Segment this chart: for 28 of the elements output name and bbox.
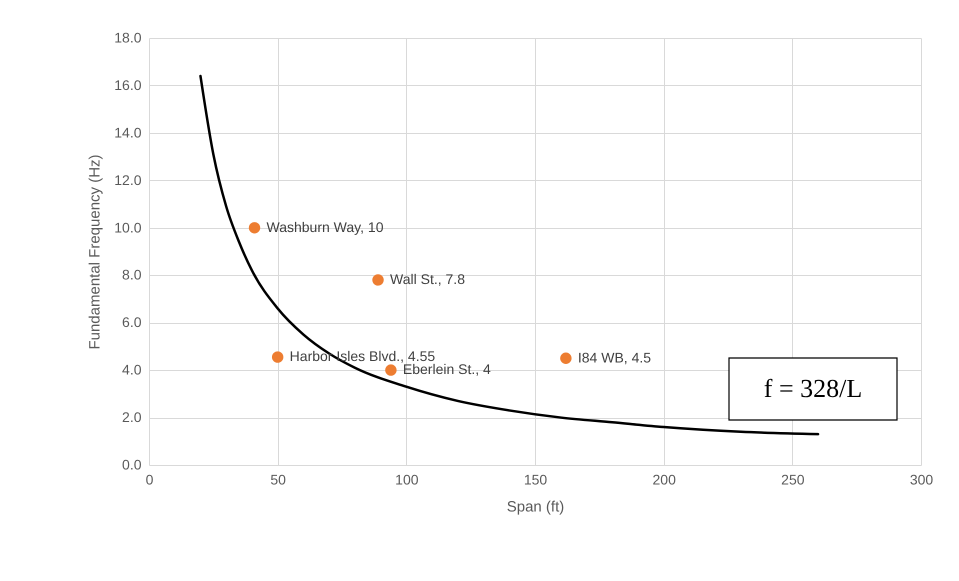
y-tick-label: 8.0 bbox=[122, 266, 142, 283]
y-tick-label: 14.0 bbox=[114, 124, 142, 140]
y-axis-title: Fundamental Frequency (Hz) bbox=[86, 154, 104, 350]
x-tick-label: 300 bbox=[910, 472, 934, 488]
x-tick-label: 250 bbox=[781, 472, 805, 488]
point bbox=[372, 274, 384, 286]
x-tick-label: 200 bbox=[652, 472, 676, 488]
y-tick-label: 0.0 bbox=[122, 456, 142, 472]
x-axis-title: Span (ft) bbox=[506, 498, 564, 516]
y-tick-label: 16.0 bbox=[114, 76, 142, 93]
point bbox=[272, 351, 284, 363]
point bbox=[560, 352, 572, 364]
y-tick-label: 10.0 bbox=[114, 219, 142, 236]
annotation: Wall St., 7.8 bbox=[390, 270, 466, 287]
y-tick-label: 2.0 bbox=[122, 409, 142, 426]
annotation: f = 328/L bbox=[764, 374, 862, 403]
annotation: I84 WB, 4.5 bbox=[578, 349, 652, 366]
x-tick-label: 50 bbox=[270, 472, 286, 488]
y-tick-label: 6.0 bbox=[122, 314, 142, 330]
x-tick-label: 150 bbox=[524, 472, 548, 488]
x-tick-label: 100 bbox=[395, 472, 419, 488]
annotation: Washburn Way, 10 bbox=[266, 218, 384, 235]
y-tick-label: 18.0 bbox=[114, 30, 142, 46]
y-tick-label: 4.0 bbox=[122, 362, 142, 378]
point bbox=[248, 222, 260, 234]
x-tick-label: 0 bbox=[146, 472, 154, 488]
point bbox=[385, 364, 397, 376]
y-tick-label: 12.0 bbox=[114, 172, 142, 188]
